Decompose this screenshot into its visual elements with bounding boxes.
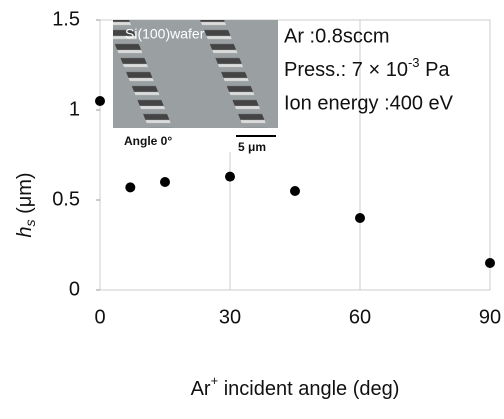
- inset-title: Si(100)wafer: [125, 26, 205, 42]
- inset-image: Si(100)wafer Angle 0° 5 μm: [113, 20, 278, 154]
- data-point: [160, 177, 170, 187]
- y-tick-label: 1: [69, 98, 80, 120]
- y-tick-label: 0.5: [52, 188, 80, 210]
- inset-angle: Angle 0°: [124, 134, 172, 148]
- x-tick-label: 0: [94, 306, 105, 328]
- y-tick-label: 1.5: [52, 8, 80, 30]
- x-axis-label: Ar+ incident angle (deg): [191, 373, 400, 400]
- x-tick-label: 60: [349, 306, 371, 328]
- y-axis-label: hs (μm): [14, 172, 37, 237]
- annotation: Ar :0.8sccm: [284, 25, 390, 47]
- x-tick-label: 30: [219, 306, 241, 328]
- data-point: [95, 96, 105, 106]
- data-point: [225, 171, 235, 182]
- plot-frame: [99, 19, 491, 291]
- annotation: Press.: 7 × 10-3 Pa: [284, 55, 450, 81]
- x-tick-label: 90: [479, 306, 501, 328]
- inset-scale: 5 μm: [238, 140, 266, 154]
- data-point: [355, 213, 365, 223]
- data-point: [485, 258, 495, 268]
- annotation: Ion energy :400 eV: [284, 92, 454, 114]
- data-point: [125, 182, 136, 193]
- y-tick-label: 0: [69, 278, 80, 300]
- data-point: [290, 186, 300, 196]
